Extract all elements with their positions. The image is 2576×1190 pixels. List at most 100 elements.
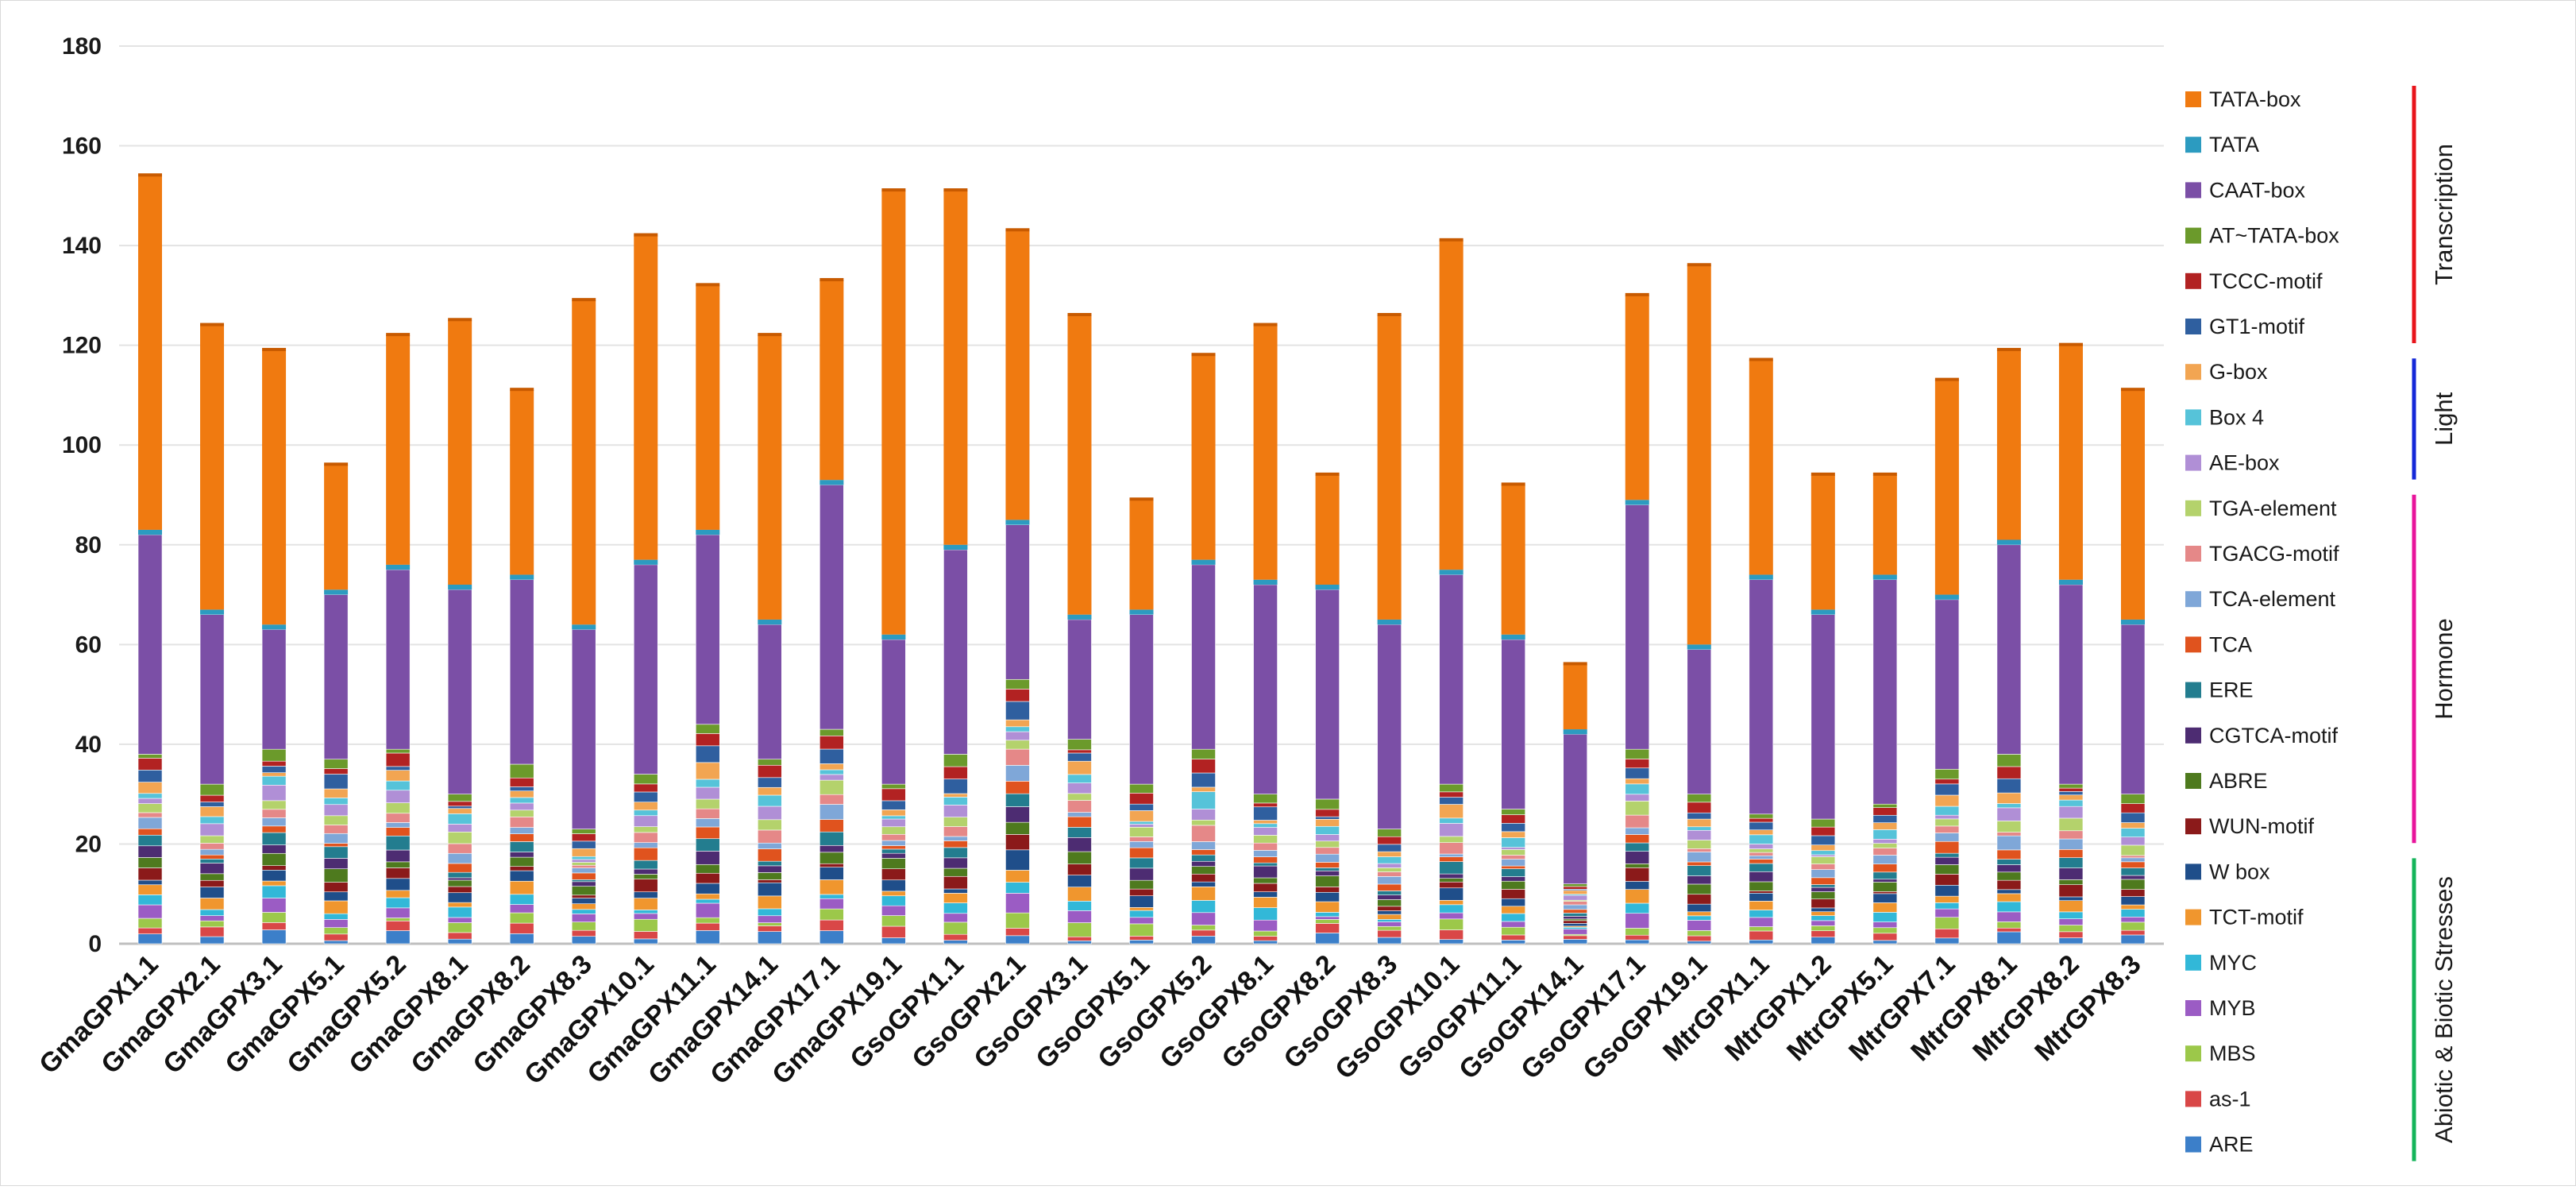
bar-segment-tata xyxy=(1501,634,1525,640)
bar-segment-g-box xyxy=(1687,818,1712,828)
bar-segment-caat-box xyxy=(1439,574,1463,785)
legend-label: W box xyxy=(2209,860,2270,883)
bar-segment-caat-box xyxy=(1872,579,1898,805)
bar-segment-tgacg-motif xyxy=(199,843,225,850)
bar-segment-cgtca-motif xyxy=(1067,837,1092,852)
bar-segment-at-tata-box xyxy=(1067,739,1092,751)
bar-segment-tga-element xyxy=(447,831,472,844)
bar-segment-tga-element xyxy=(1439,836,1463,843)
bar-segment-gt1-motif xyxy=(881,800,906,810)
bar-segment-tca-element xyxy=(1811,869,1836,879)
bar-segment-tgacg-motif xyxy=(261,809,287,818)
bar-segment-tct-motif xyxy=(571,903,596,910)
bar-segment-cgtca-motif xyxy=(943,857,968,869)
bar-segment-g-box xyxy=(2058,794,2084,801)
bar-segment-tga-element xyxy=(261,800,287,810)
bar-segment-mbs xyxy=(1872,927,1898,934)
bar-segment-tct-motif xyxy=(199,898,225,910)
bar-segment-tga-element xyxy=(819,779,844,795)
bar-segment-tgacg-motif xyxy=(1129,836,1154,842)
bar-segment-tata-box xyxy=(1005,230,1030,520)
bar-segment-tct-motif xyxy=(943,893,968,903)
bar-segment-are xyxy=(2058,937,2084,945)
bar-segment-tgacg-motif xyxy=(1625,814,1650,829)
bar-segment-at-tata-box xyxy=(943,754,968,767)
bar-segment-at-tata-box xyxy=(1996,754,2022,767)
bar-cap xyxy=(1996,347,2021,351)
bar-segment-caat-box xyxy=(1377,624,1402,829)
bar-segment-g-box xyxy=(758,786,782,796)
bar-segment-tgacg-motif xyxy=(695,808,720,819)
bar-segment-ae-box xyxy=(881,818,906,828)
bar-stack xyxy=(2058,342,2084,945)
bar-segment-tata-box xyxy=(510,390,534,575)
bar-segment-myc xyxy=(1253,907,1278,921)
legend-swatch xyxy=(2185,727,2201,744)
bar-segment-ere xyxy=(1067,827,1092,838)
bar-segment-are xyxy=(1129,940,1154,945)
bar-segment-tca xyxy=(261,825,287,833)
bar-segment-mbs xyxy=(1687,930,1712,937)
bar-segment-ere xyxy=(819,831,844,846)
bar-segment-tata xyxy=(1253,579,1278,585)
bar-segment-w-box xyxy=(137,879,163,886)
bar-segment-mbs xyxy=(1996,921,2022,929)
bar-segment-tga-element xyxy=(1315,840,1340,848)
bar-segment-myb xyxy=(199,915,225,921)
bar-segment-as-1 xyxy=(199,926,225,937)
bar-segment-tca-element xyxy=(1005,765,1030,782)
bar-segment-as-1 xyxy=(1625,934,1650,941)
bar-segment-cgtca-motif xyxy=(1625,851,1650,864)
bar-segment-w-box xyxy=(1934,884,1960,897)
bar-segment-caat-box xyxy=(819,485,844,730)
bar-segment-tct-motif xyxy=(1625,889,1650,904)
bar-segment-ere xyxy=(943,847,968,859)
bar-stack xyxy=(509,388,534,945)
bar-segment-as-1 xyxy=(819,919,844,931)
bar-segment-w-box xyxy=(2058,896,2084,901)
bar-segment-ere xyxy=(1934,852,1960,858)
bar-stack xyxy=(1253,323,1278,945)
bar-segment-tgacg-motif xyxy=(1749,852,1774,856)
bar-segment-tct-motif xyxy=(1811,911,1836,916)
bar-segment-tata-box xyxy=(1067,315,1092,615)
bar-segment-tga-element xyxy=(1377,867,1402,872)
bar-segment-tata-box xyxy=(634,235,658,560)
bar-segment-tata xyxy=(1934,594,1959,600)
legend-label: AT~TATA-box xyxy=(2209,224,2339,248)
bar-segment-at-tata-box xyxy=(1253,794,1278,804)
bar-segment-at-tata-box xyxy=(633,774,658,785)
bar-segment-abre xyxy=(943,867,968,877)
bar-segment-caat-box xyxy=(1687,649,1712,794)
legend-label: ERE xyxy=(2209,678,2254,702)
bar-segment-g-box xyxy=(1005,719,1030,728)
bar-segment-myc xyxy=(1872,912,1898,922)
bar-segment-g-box xyxy=(1067,760,1092,775)
bar-segment-cgtca-motif xyxy=(1191,860,1216,867)
bar-segment-w-box xyxy=(1377,910,1402,915)
bar-segment-gt1-motif xyxy=(323,774,349,790)
bar-segment-cgtca-motif xyxy=(1811,887,1836,892)
bar-segment-tgacg-motif xyxy=(1872,848,1898,856)
bar-segment-tgacg-motif xyxy=(2120,855,2146,859)
bar-segment-myc xyxy=(1439,904,1463,914)
bar-segment-tata xyxy=(881,634,906,640)
bar-segment-myb xyxy=(261,898,287,913)
bar-segment-mbs xyxy=(1129,923,1154,937)
bar-segment-at-tata-box xyxy=(1377,829,1402,837)
bar-segment-myb xyxy=(758,915,782,923)
bar-segment-mbs xyxy=(571,921,596,931)
bar-segment-are xyxy=(323,940,349,945)
bar-segment-at-tata-box xyxy=(447,794,472,802)
bar-segment-tca-element xyxy=(943,836,968,841)
legend-label: G-box xyxy=(2209,360,2268,384)
bar-segment-tata xyxy=(1067,614,1092,620)
legend-swatch xyxy=(2185,454,2201,471)
bar-segment-tata-box xyxy=(1439,240,1463,570)
bar-segment-tgacg-motif xyxy=(1811,864,1836,870)
group-label: Abiotic & Biotic Stresses xyxy=(2430,876,2458,1143)
bar-segment-abre xyxy=(1934,864,1960,875)
bar-segment-myc xyxy=(385,897,411,909)
bar-segment-myb xyxy=(1129,917,1154,925)
bar-segment-caat-box xyxy=(323,594,349,760)
